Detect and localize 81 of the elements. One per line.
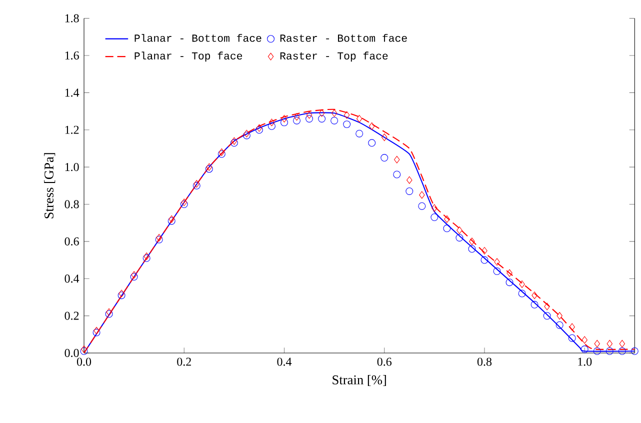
point (306, 114, 314, 122)
point (456, 226, 462, 234)
point (294, 113, 300, 121)
point (318, 114, 326, 122)
point (368, 122, 375, 130)
point (606, 347, 614, 355)
y-tick-label: 1.4 (65, 88, 80, 97)
point (330, 116, 338, 124)
point (519, 280, 525, 288)
point (556, 312, 562, 320)
point (343, 120, 351, 128)
point (419, 191, 425, 199)
point (344, 111, 350, 119)
y-tick-label: 1.6 (65, 51, 79, 60)
x-tick-label: 0.6 (377, 358, 392, 366)
point (430, 214, 438, 221)
point (268, 118, 275, 126)
legend-label: Raster - Bottom face (280, 34, 407, 42)
point (356, 130, 364, 138)
point (468, 245, 476, 253)
point (331, 109, 338, 117)
y-tick-label: 1.8 (65, 14, 79, 22)
legend-label: Planar - Top face (134, 52, 242, 62)
point (606, 340, 613, 348)
point (456, 234, 464, 242)
point (582, 336, 588, 344)
point (543, 312, 551, 320)
point (281, 114, 288, 122)
point (356, 114, 362, 122)
point (506, 269, 512, 277)
point (482, 246, 488, 254)
point (306, 111, 312, 119)
legend-label: Planar - Bottom face (134, 34, 262, 42)
y-axis-title: Stress [GPa] (44, 153, 56, 218)
point (593, 347, 601, 355)
point (506, 278, 514, 286)
point (443, 224, 451, 232)
point (580, 346, 588, 353)
point (432, 204, 438, 212)
x-tick-label: 0.0 (76, 358, 92, 366)
point (469, 238, 475, 246)
y-tick-label: 0.0 (64, 348, 79, 358)
point (569, 323, 575, 331)
point (318, 109, 325, 117)
x-tick-label: 0.2 (177, 358, 191, 366)
point (618, 347, 626, 355)
point (381, 134, 388, 142)
point (444, 215, 450, 223)
point (494, 258, 500, 266)
point (544, 302, 550, 310)
point (418, 202, 426, 210)
point (594, 340, 600, 348)
point (368, 139, 376, 147)
point (493, 267, 501, 275)
point (619, 340, 626, 348)
point (532, 292, 538, 300)
y-tick-label: 0.2 (64, 312, 79, 320)
y-tick-label: 0.6 (64, 237, 79, 246)
point (293, 116, 300, 124)
point (556, 321, 564, 329)
point (568, 334, 576, 342)
y-tick-label: 0.8 (64, 200, 79, 208)
x-tick-label: 0.8 (477, 358, 492, 366)
point (268, 122, 276, 130)
y-tick-label: 1.0 (65, 162, 79, 172)
legend-label: Raster - Top face (280, 52, 388, 62)
point (630, 347, 638, 355)
point (480, 256, 488, 264)
point (406, 176, 412, 184)
point (394, 156, 400, 164)
point (530, 300, 538, 308)
y-tick-label: 1.2 (65, 126, 79, 134)
point (380, 154, 388, 162)
x-tick-label: 1.0 (578, 358, 592, 366)
point (518, 290, 526, 298)
point (406, 187, 414, 195)
y-tick-label: 0.4 (64, 274, 80, 283)
point (393, 170, 401, 178)
x-tick-label: 0.4 (277, 358, 292, 366)
point (280, 118, 288, 126)
x-axis-title: Strain [%] (332, 374, 386, 386)
